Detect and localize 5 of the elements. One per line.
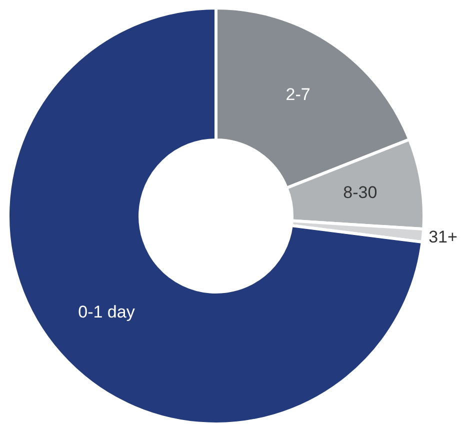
slice-label: 0-1 day — [78, 302, 136, 322]
slice-label: 2-7 — [286, 85, 310, 104]
donut-slice — [6, 6, 424, 426]
slice-label: 8-30 — [343, 183, 378, 202]
slice-label: 31+ — [428, 227, 458, 246]
